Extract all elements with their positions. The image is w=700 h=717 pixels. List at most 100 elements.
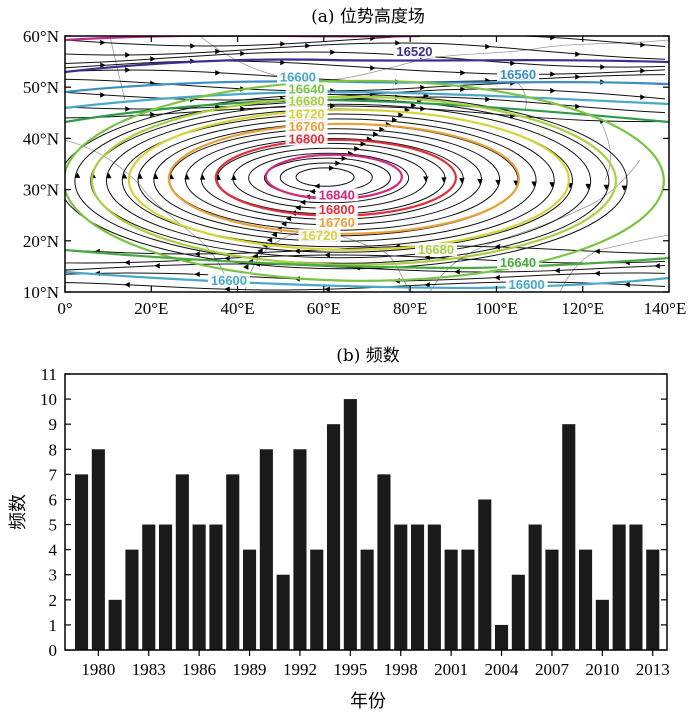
bar [511, 574, 525, 650]
x-tick-label: 1998 [384, 660, 418, 679]
x-tick-label: 1992 [283, 660, 317, 679]
streamline-arrow [603, 184, 609, 191]
bar [343, 399, 357, 650]
contour-label-group: 16720 [298, 228, 341, 243]
contour-label-bg [285, 132, 328, 146]
contour-label-group: 16800 [285, 131, 328, 146]
streamline-arrow [330, 103, 336, 109]
streamline-arrow [294, 248, 300, 254]
streamline-arrow [329, 165, 335, 171]
contour-label-bg [315, 203, 358, 217]
streamline-arrow [335, 160, 341, 166]
streamline [65, 36, 666, 48]
streamline-arrow [150, 56, 156, 62]
streamline-arrow [100, 62, 106, 68]
streamline-arrow [575, 74, 581, 80]
streamline [295, 167, 355, 187]
bar [595, 599, 609, 650]
x-tick-label: 0° [57, 299, 72, 318]
x-tick-label: 20°E [134, 299, 168, 318]
streamline [65, 88, 666, 101]
y-tick-label: 2 [49, 591, 58, 610]
bar [259, 449, 273, 650]
contour-label: 16600 [211, 273, 247, 288]
contour-label: 16640 [500, 255, 536, 270]
streamline-arrow [379, 126, 385, 133]
contour-label-group: 16680 [415, 242, 458, 257]
streamline-arrow [441, 177, 447, 183]
streamline-arrow [224, 255, 230, 262]
coastline-segment [599, 119, 611, 181]
x-tick-label: 80°E [393, 299, 427, 318]
height-contour [127, 108, 570, 251]
contour-label: 16680 [418, 242, 454, 257]
streamline-arrow [621, 185, 627, 191]
streamline-arrow [423, 176, 429, 182]
streamline-arrow [575, 103, 581, 110]
streamline-arrow [231, 174, 237, 181]
contour-label-bg [415, 243, 458, 257]
contour-label-bg [285, 82, 328, 96]
streamline-arrow [354, 145, 360, 152]
streamline [65, 51, 666, 68]
bar [226, 474, 240, 650]
streamline-arrow [257, 248, 263, 254]
x-tick-label: 1980 [81, 660, 115, 679]
contour-label: 16720 [289, 106, 325, 121]
streamline-arrow [305, 42, 311, 49]
height-contour [65, 79, 665, 282]
bar [159, 524, 173, 650]
streamline-arrow [410, 102, 417, 109]
bar [327, 424, 341, 650]
streamline-arrow [341, 155, 348, 162]
bar [276, 574, 290, 650]
contour-label-bg [207, 273, 250, 287]
bar [394, 524, 408, 650]
streamline-arrow [295, 204, 301, 211]
x-tick-label: 1995 [333, 660, 367, 679]
streamline-arrow [513, 180, 519, 187]
streamline-arrow [324, 252, 330, 258]
panel-a-title: (a) 位势高度场 [311, 7, 425, 27]
x-tick-label: 100°E [475, 299, 518, 318]
x-tick-label: 2007 [535, 660, 570, 679]
streamline-arrow [531, 181, 537, 187]
contour-label-bg [285, 120, 328, 134]
streamline-arrow [184, 173, 190, 180]
contour-label: 16720 [301, 228, 337, 243]
streamline-arrow [124, 281, 130, 288]
streamline-arrow [420, 106, 426, 112]
y-tick-label: 4 [49, 541, 58, 560]
streamline-arrow [485, 43, 491, 50]
x-tick-label: 2013 [636, 660, 670, 679]
streamline-arrow [242, 264, 249, 270]
x-tick-label: 40°E [220, 299, 254, 318]
height-contour [90, 95, 617, 266]
streamline-arrow [152, 173, 159, 179]
streamline [65, 254, 666, 264]
streamline-arrow [74, 172, 81, 178]
bar [427, 524, 441, 650]
bar [91, 449, 105, 650]
contour-label-group: 16760 [315, 215, 358, 230]
contour-label-bg [285, 107, 328, 121]
streamline-arrow [554, 267, 560, 274]
streamline-arrow [106, 172, 112, 179]
bar-y-axis: 0 1 2 3 4 5 6 7 8 9 10 11 [40, 365, 667, 660]
streamline-arrow [495, 179, 501, 186]
streamline-arrow [271, 231, 277, 238]
contour-label-bg [298, 229, 341, 243]
streamline-arrow [460, 70, 466, 76]
streamline-arrow [280, 41, 286, 47]
contour-label-group: 16600 [276, 70, 319, 85]
bar [310, 549, 324, 650]
streamline-arrow [194, 251, 200, 257]
y-tick-label: 30°N [23, 181, 59, 200]
contour-label: 16800 [289, 131, 325, 146]
streamline [65, 281, 666, 291]
map-x-axis: 0° 20°E 40°E 60°E 80°E 100°E 120°E 140°E [57, 36, 686, 318]
y-tick-label: 40°N [23, 129, 59, 148]
bar [461, 549, 475, 650]
